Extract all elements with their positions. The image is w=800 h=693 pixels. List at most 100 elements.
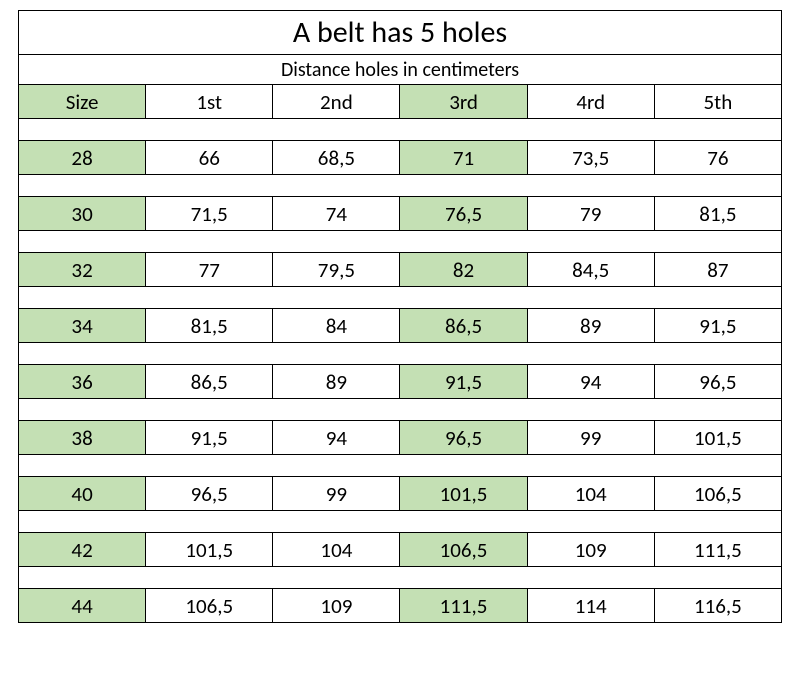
spacer-cell <box>146 343 273 365</box>
spacer-cell <box>273 231 400 253</box>
value-cell: 101,5 <box>146 533 273 567</box>
value-cell: 111,5 <box>654 533 781 567</box>
spacer-cell <box>146 455 273 477</box>
spacer-cell <box>19 287 146 309</box>
size-cell: 28 <box>19 141 146 175</box>
spacer-cell <box>527 511 654 533</box>
size-cell: 30 <box>19 197 146 231</box>
spacer-cell <box>654 231 781 253</box>
col-header: 3rd <box>400 85 527 119</box>
spacer-cell <box>19 343 146 365</box>
value-cell: 66 <box>146 141 273 175</box>
spacer-cell <box>146 511 273 533</box>
value-cell: 111,5 <box>400 589 527 623</box>
value-cell: 86,5 <box>146 365 273 399</box>
spacer-cell <box>19 231 146 253</box>
value-cell: 68,5 <box>273 141 400 175</box>
spacer-cell <box>273 567 400 589</box>
value-cell: 76 <box>654 141 781 175</box>
spacer-cell <box>654 455 781 477</box>
spacer-cell <box>654 567 781 589</box>
value-cell: 99 <box>527 421 654 455</box>
col-header: Size <box>19 85 146 119</box>
value-cell: 101,5 <box>654 421 781 455</box>
value-cell: 104 <box>273 533 400 567</box>
value-cell: 91,5 <box>146 421 273 455</box>
spacer-cell <box>400 175 527 197</box>
value-cell: 109 <box>273 589 400 623</box>
spacer-cell <box>654 343 781 365</box>
value-cell: 84 <box>273 309 400 343</box>
spacer-cell <box>527 455 654 477</box>
value-cell: 104 <box>527 477 654 511</box>
spacer-cell <box>273 399 400 421</box>
spacer-cell <box>400 567 527 589</box>
spacer-cell <box>19 119 146 141</box>
table-title: A belt has 5 holes <box>19 11 782 55</box>
value-cell: 79 <box>527 197 654 231</box>
table-row: 3071,57476,57981,5 <box>19 197 782 231</box>
spacer-cell <box>527 399 654 421</box>
spacer-cell <box>19 399 146 421</box>
value-cell: 89 <box>527 309 654 343</box>
value-cell: 73,5 <box>527 141 654 175</box>
value-cell: 77 <box>146 253 273 287</box>
spacer-cell <box>400 119 527 141</box>
table-row: 44106,5109111,5114116,5 <box>19 589 782 623</box>
spacer-cell <box>273 343 400 365</box>
value-cell: 106,5 <box>146 589 273 623</box>
table-row: 3686,58991,59496,5 <box>19 365 782 399</box>
spacer-cell <box>527 231 654 253</box>
spacer-cell <box>19 455 146 477</box>
table-row: 3481,58486,58991,5 <box>19 309 782 343</box>
spacer-cell <box>19 511 146 533</box>
table-row: 42101,5104106,5109111,5 <box>19 533 782 567</box>
table-row: 327779,58284,587 <box>19 253 782 287</box>
spacer-cell <box>146 119 273 141</box>
value-cell: 94 <box>273 421 400 455</box>
spacer-cell <box>273 175 400 197</box>
spacer-cell <box>400 511 527 533</box>
table-row: 3891,59496,599101,5 <box>19 421 782 455</box>
spacer-cell <box>146 567 273 589</box>
spacer-cell <box>654 287 781 309</box>
spacer-cell <box>527 343 654 365</box>
spacer-cell <box>400 231 527 253</box>
spacer-cell <box>654 511 781 533</box>
value-cell: 86,5 <box>400 309 527 343</box>
value-cell: 71,5 <box>146 197 273 231</box>
spacer-cell <box>527 119 654 141</box>
spacer-cell <box>400 343 527 365</box>
spacer-cell <box>654 119 781 141</box>
spacer-cell <box>146 399 273 421</box>
size-cell: 44 <box>19 589 146 623</box>
spacer-cell <box>146 287 273 309</box>
belt-size-table: A belt has 5 holes Distance holes in cen… <box>18 10 782 623</box>
col-header: 4rd <box>527 85 654 119</box>
spacer-cell <box>527 567 654 589</box>
spacer-cell <box>654 175 781 197</box>
spacer-cell <box>146 175 273 197</box>
spacer-cell <box>273 511 400 533</box>
value-cell: 96,5 <box>654 365 781 399</box>
value-cell: 71 <box>400 141 527 175</box>
value-cell: 99 <box>273 477 400 511</box>
spacer-cell <box>273 455 400 477</box>
value-cell: 79,5 <box>273 253 400 287</box>
spacer-cell <box>400 455 527 477</box>
value-cell: 114 <box>527 589 654 623</box>
spacer-cell <box>146 231 273 253</box>
col-header: 1st <box>146 85 273 119</box>
value-cell: 81,5 <box>654 197 781 231</box>
value-cell: 81,5 <box>146 309 273 343</box>
size-cell: 38 <box>19 421 146 455</box>
value-cell: 87 <box>654 253 781 287</box>
col-header: 2nd <box>273 85 400 119</box>
size-cell: 32 <box>19 253 146 287</box>
value-cell: 91,5 <box>654 309 781 343</box>
value-cell: 76,5 <box>400 197 527 231</box>
size-cell: 34 <box>19 309 146 343</box>
value-cell: 74 <box>273 197 400 231</box>
value-cell: 106,5 <box>654 477 781 511</box>
spacer-cell <box>654 399 781 421</box>
